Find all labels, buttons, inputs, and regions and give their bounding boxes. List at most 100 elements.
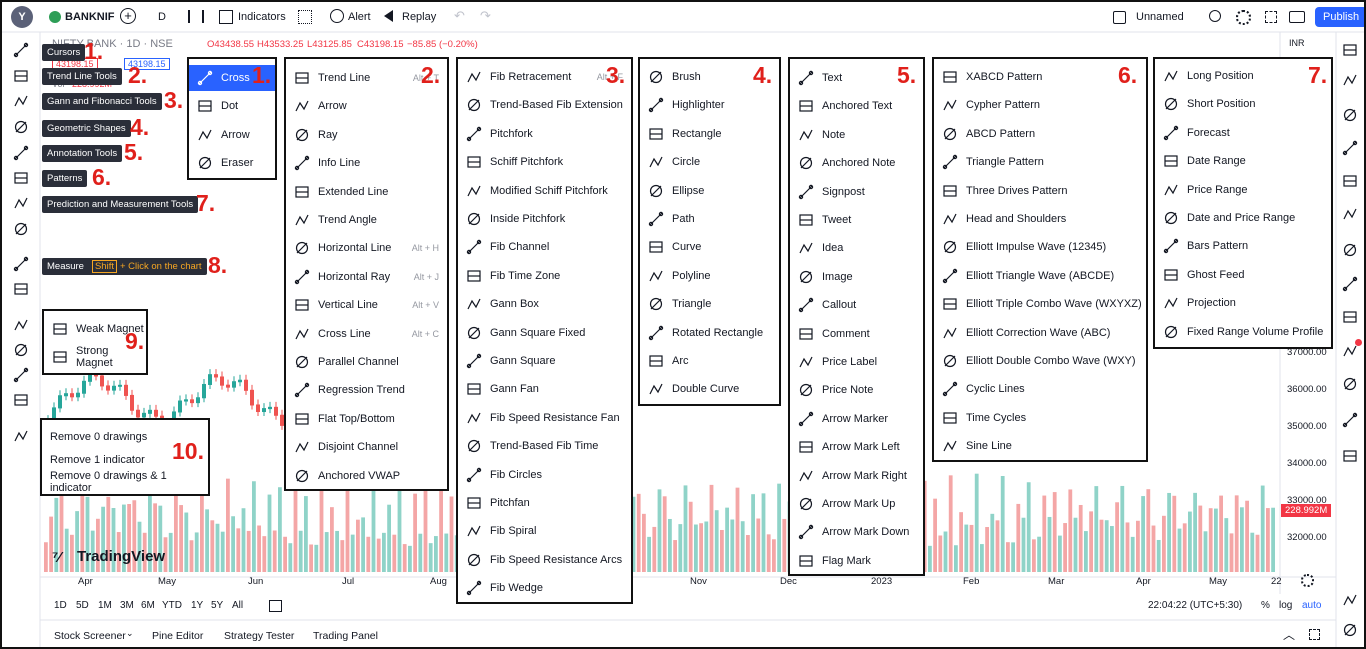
log-toggle[interactable]: log: [1279, 600, 1293, 611]
menu-item[interactable]: Brush: [640, 64, 779, 90]
menu-item[interactable]: Ghost Feed: [1155, 262, 1331, 288]
menu-item[interactable]: Rectangle: [640, 121, 779, 147]
alert-button[interactable]: Alert: [348, 11, 371, 23]
date-range-button[interactable]: [269, 600, 282, 612]
menu-item[interactable]: Fixed Range Volume Profile: [1155, 319, 1331, 345]
menu-item[interactable]: Gann Fan: [458, 376, 631, 402]
right-toolbar-button[interactable]: [1342, 592, 1358, 608]
menu-item[interactable]: Triangle: [640, 291, 779, 317]
add-symbol[interactable]: +: [120, 8, 136, 24]
menu-item[interactable]: Arrow: [189, 122, 275, 148]
toolbar-button[interactable]: [13, 342, 29, 358]
menu-item[interactable]: Cyclic Lines: [934, 376, 1146, 402]
menu-item[interactable]: Forecast: [1155, 120, 1331, 146]
menu-item[interactable]: Dot: [189, 93, 275, 119]
right-toolbar-button[interactable]: [1342, 276, 1358, 292]
menu-item[interactable]: Pitchfan: [458, 490, 631, 516]
menu-item[interactable]: Fib Speed Resistance Fan: [458, 405, 631, 431]
menu-item[interactable]: Schiff Pitchfork: [458, 149, 631, 175]
menu-item[interactable]: Projection: [1155, 290, 1331, 316]
percent-toggle[interactable]: %: [1261, 600, 1270, 611]
auto-toggle[interactable]: auto: [1302, 600, 1322, 611]
menu-item[interactable]: Elliott Triangle Wave (ABCDE): [934, 263, 1146, 289]
menu-item[interactable]: Time Cycles: [934, 405, 1146, 431]
toolbar-button[interactable]: [13, 281, 29, 297]
menu-item[interactable]: Arrow Mark Right: [790, 463, 923, 489]
menu-item[interactable]: Text: [790, 65, 923, 91]
menu-item[interactable]: Elliott Triple Combo Wave (WXYXZ): [934, 291, 1146, 317]
collapse-button[interactable]: ︿: [1283, 628, 1296, 642]
right-toolbar-button[interactable]: [1342, 173, 1358, 189]
right-toolbar-button[interactable]: [1342, 376, 1358, 392]
menu-item[interactable]: Note: [790, 122, 923, 148]
menu-item[interactable]: Strong Magnet: [44, 344, 146, 370]
menu-item[interactable]: Parallel Channel: [286, 349, 447, 375]
menu-item[interactable]: Short Position: [1155, 91, 1331, 117]
replay-icon[interactable]: [384, 10, 393, 22]
right-toolbar-button[interactable]: [1342, 242, 1358, 258]
interval-button[interactable]: D: [158, 11, 166, 23]
range-button[interactable]: 1Y: [191, 600, 204, 611]
menu-item[interactable]: Price Label: [790, 349, 923, 375]
right-toolbar-button[interactable]: [1342, 412, 1358, 428]
bottom-tab[interactable]: Strategy Tester: [224, 630, 295, 642]
chart-type[interactable]: [188, 10, 204, 23]
menu-item[interactable]: Anchored Text: [790, 93, 923, 119]
menu-item[interactable]: Modified Schiff Pitchfork: [458, 178, 631, 204]
menu-item[interactable]: Head and Shoulders: [934, 206, 1146, 232]
menu-item[interactable]: Horizontal Ray Alt + J: [286, 264, 447, 290]
settings-icon[interactable]: [1236, 10, 1251, 25]
right-toolbar-button[interactable]: [1342, 343, 1358, 359]
menu-item[interactable]: Trend-Based Fib Time: [458, 433, 631, 459]
undo[interactable]: ↶: [454, 8, 465, 23]
menu-item[interactable]: Remove 0 drawings: [50, 431, 148, 443]
fullscreen-icon[interactable]: [1265, 11, 1277, 23]
right-toolbar-button[interactable]: [1342, 622, 1358, 638]
menu-item[interactable]: Ellipse: [640, 178, 779, 204]
menu-item[interactable]: Ray: [286, 122, 447, 148]
layout-checkbox[interactable]: [1113, 11, 1126, 24]
menu-item[interactable]: Callout: [790, 292, 923, 318]
menu-item[interactable]: Disjoint Channel: [286, 434, 447, 460]
maximize-button[interactable]: [1309, 629, 1320, 640]
menu-item[interactable]: Cypher Pattern: [934, 92, 1146, 118]
toolbar-button[interactable]: [13, 170, 29, 186]
layout-name[interactable]: Unnamed: [1136, 11, 1184, 23]
menu-item[interactable]: Path: [640, 206, 779, 232]
right-toolbar-button[interactable]: [1342, 448, 1358, 464]
indicators-icon[interactable]: [219, 10, 233, 24]
menu-item[interactable]: Fib Wedge: [458, 575, 631, 601]
menu-item[interactable]: Three Drives Pattern: [934, 178, 1146, 204]
range-button[interactable]: 5D: [76, 600, 89, 611]
toolbar-button[interactable]: [13, 119, 29, 135]
menu-item[interactable]: Arrow Mark Down: [790, 519, 923, 545]
menu-item[interactable]: Extended Line: [286, 179, 447, 205]
menu-item[interactable]: Elliott Double Combo Wave (WXY): [934, 348, 1146, 374]
axis-settings[interactable]: [1301, 574, 1314, 587]
toolbar-button[interactable]: [13, 367, 29, 383]
toolbar-button[interactable]: [13, 428, 29, 444]
range-button[interactable]: 6M: [141, 600, 155, 611]
menu-item[interactable]: Inside Pitchfork: [458, 206, 631, 232]
toolbar-button[interactable]: [13, 93, 29, 109]
menu-item[interactable]: Gann Square: [458, 348, 631, 374]
menu-item[interactable]: Arrow Marker: [790, 406, 923, 432]
menu-item[interactable]: Fib Retracement Alt + F: [458, 64, 631, 90]
menu-item[interactable]: Sine Line: [934, 433, 1146, 459]
menu-item[interactable]: Vertical Line Alt + V: [286, 292, 447, 318]
menu-item[interactable]: Double Curve: [640, 376, 779, 402]
menu-item[interactable]: Rotated Rectangle: [640, 320, 779, 346]
menu-item[interactable]: Bars Pattern: [1155, 233, 1331, 259]
range-button[interactable]: 5Y: [211, 600, 224, 611]
menu-item[interactable]: Arrow: [286, 93, 447, 119]
toolbar-button[interactable]: [13, 145, 29, 161]
menu-item[interactable]: Arrow Mark Up: [790, 491, 923, 517]
toolbar-button[interactable]: [13, 68, 29, 84]
menu-item[interactable]: Weak Magnet: [44, 316, 146, 342]
search-icon[interactable]: [1209, 10, 1221, 22]
right-toolbar-button[interactable]: [1342, 206, 1358, 222]
range-button[interactable]: 1M: [98, 600, 112, 611]
menu-item[interactable]: Curve: [640, 234, 779, 260]
publish-button[interactable]: Publish: [1315, 7, 1364, 27]
menu-item[interactable]: Highlighter: [640, 92, 779, 118]
